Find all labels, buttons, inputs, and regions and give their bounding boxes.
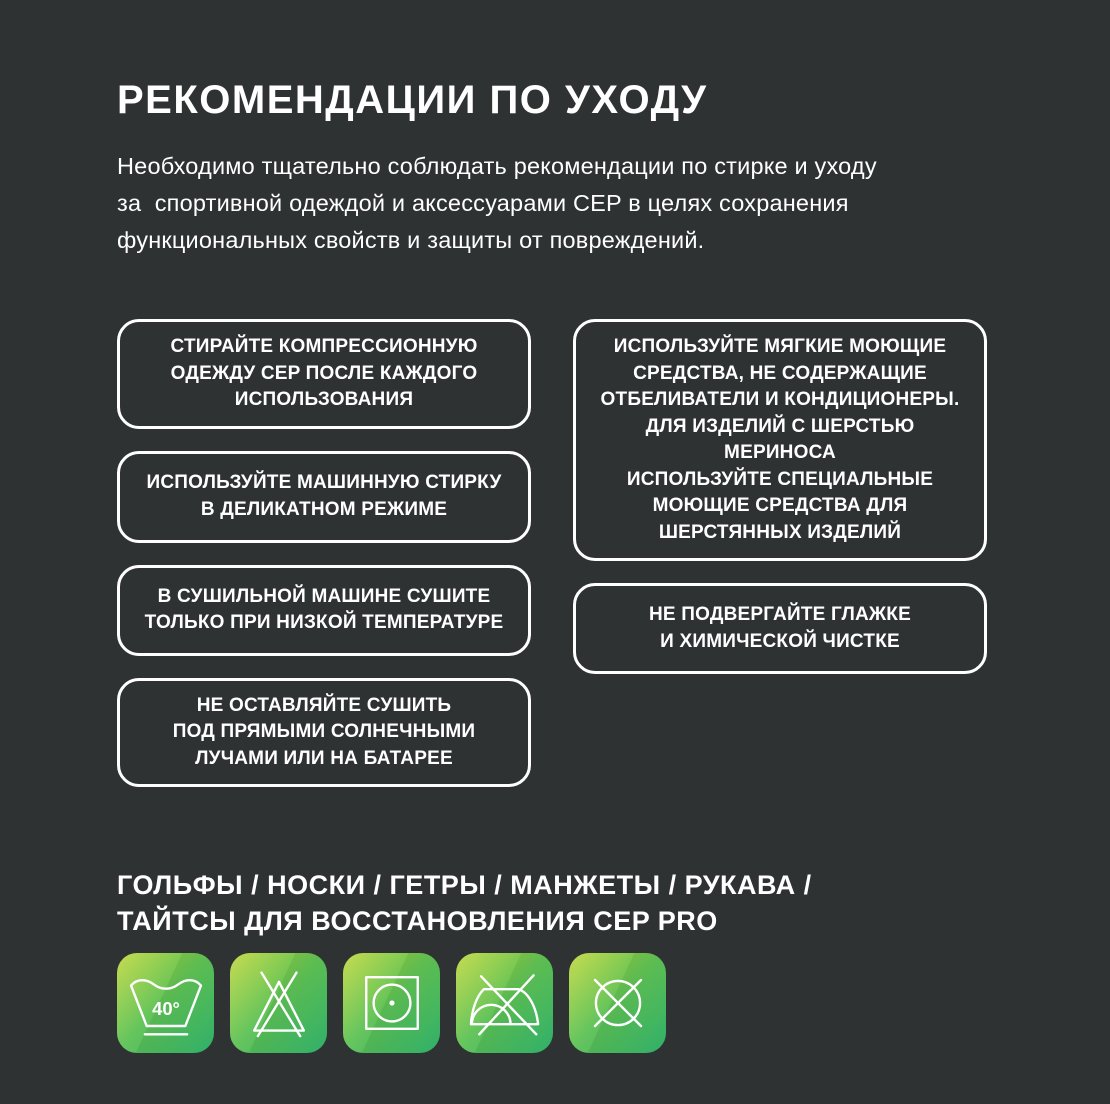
care-icon-tile-no-iron xyxy=(456,953,553,1053)
care-box-mild-detergents: ИСПОЛЬЗУЙТЕ МЯГКИЕ МОЮЩИЕ СРЕДСТВА, НЕ С… xyxy=(573,319,987,561)
care-box-machine-wash-delicate: ИСПОЛЬЗУЙТЕ МАШИННУЮ СТИРКУ В ДЕЛИКАТНОМ… xyxy=(117,450,531,543)
care-boxes-grid: СТИРАЙТЕ КОМПРЕССИОННУЮ ОДЕЖДУ CEP ПОСЛЕ… xyxy=(117,319,990,787)
intro-text: Необходимо тщательно соблюдать рекоменда… xyxy=(117,153,877,253)
care-icon-tile-tumble-dry xyxy=(343,953,440,1053)
do-not-iron-icon xyxy=(469,974,539,1036)
wash-temp-label: 40° xyxy=(152,998,180,1019)
care-box-no-sun-or-radiator-drying: НЕ ОСТАВЛЯЙТЕ СУШИТЬ ПОД ПРЯМЫМИ СОЛНЕЧН… xyxy=(117,677,531,787)
care-icon-tile-no-bleach xyxy=(230,953,327,1053)
tumble-dry-low-heat-icon xyxy=(364,976,419,1030)
care-icons-row: 40° xyxy=(117,953,990,1053)
care-boxes-column-right: ИСПОЛЬЗУЙТЕ МЯГКИЕ МОЮЩИЕ СРЕДСТВА, НЕ С… xyxy=(573,319,987,787)
care-icon-tile-wash-40: 40° xyxy=(117,953,214,1053)
product-line-title: ГОЛЬФЫ / НОСКИ / ГЕТРЫ / МАНЖЕТЫ / РУКАВ… xyxy=(117,870,812,936)
care-box-no-iron-no-dry-clean: НЕ ПОДВЕРГАЙТЕ ГЛАЖКЕ И ХИМИЧЕСКОЙ ЧИСТК… xyxy=(573,583,987,674)
do-not-dry-clean-icon xyxy=(593,978,642,1028)
care-boxes-column-left: СТИРАЙТЕ КОМПРЕССИОННУЮ ОДЕЖДУ CEP ПОСЛЕ… xyxy=(117,319,531,787)
do-not-bleach-icon xyxy=(252,971,305,1038)
wash-40-delicate-icon: 40° xyxy=(129,979,202,1036)
care-box-tumble-dry-low-temp: В СУШИЛЬНОЙ МАШИНЕ СУШИТЕ ТОЛЬКО ПРИ НИЗ… xyxy=(117,564,531,656)
care-box-wash-after-each-use: СТИРАЙТЕ КОМПРЕССИОННУЮ ОДЕЖДУ CEP ПОСЛЕ… xyxy=(117,319,531,429)
page-title: РЕКОМЕНДАЦИИ ПО УХОДУ xyxy=(117,78,708,122)
care-icon-tile-no-dry-clean xyxy=(569,953,666,1053)
